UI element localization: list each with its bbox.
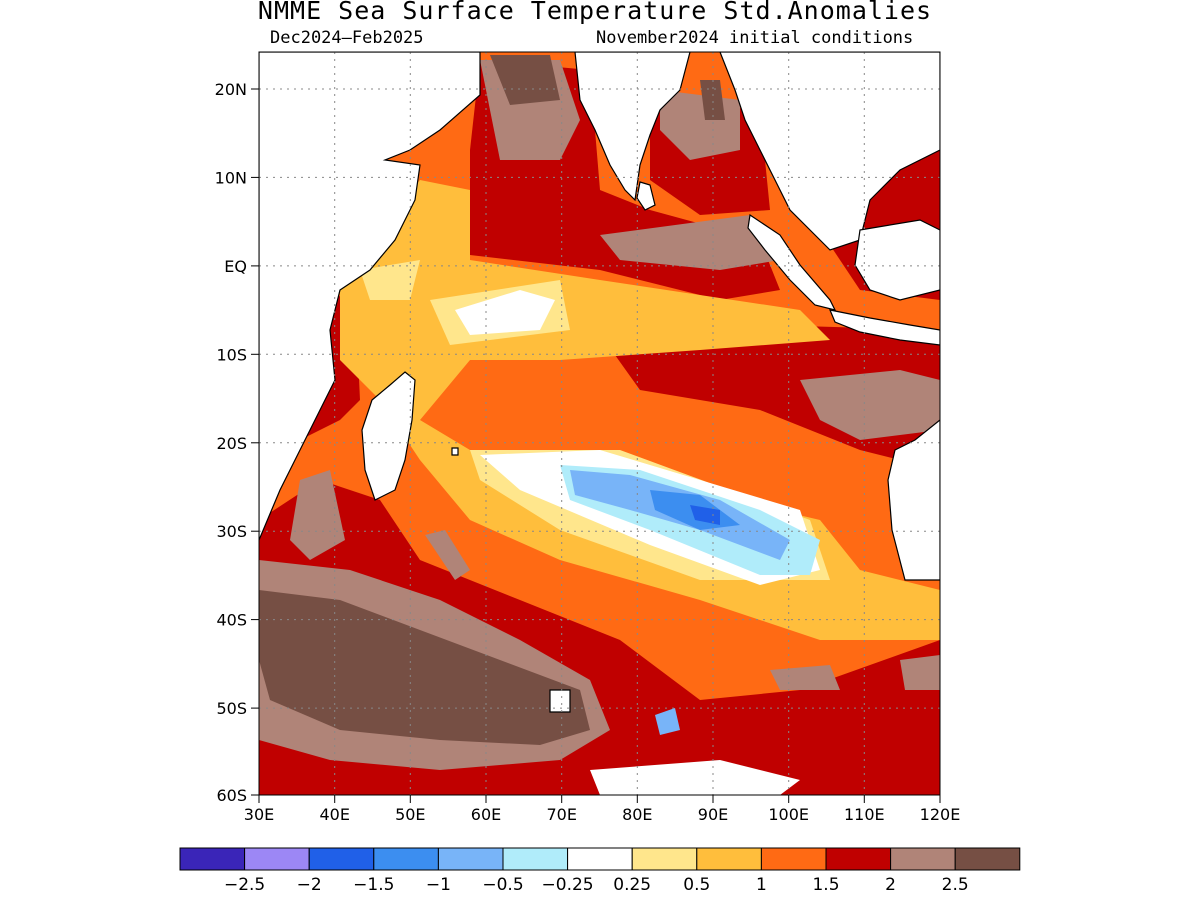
anomaly-region-brown-mozambique (290, 470, 345, 560)
anomaly-region-brown-small (425, 530, 470, 580)
colorbar-label: 0.25 (613, 875, 651, 895)
colorbar-label: 0.5 (683, 875, 710, 895)
lat-label-60s: 60S (216, 786, 247, 805)
colorbar: −2.5 −2 −1.5 −1 −0.5 −0.25 0.25 0.5 1 1.5 2 2.5 (179, 847, 1021, 895)
colorbar-labels: −2.5 −2 −1.5 −1 −0.5 −0.25 0.25 0.5 1 1.5 2 2.5 (224, 875, 969, 895)
colorbar-label: 2.5 (942, 875, 969, 895)
anomaly-region-cool-strongest (690, 505, 720, 525)
forecast-period: Dec2024–Feb2025 (270, 28, 424, 48)
lon-label-50e: 50E (395, 805, 425, 824)
java-island (829, 309, 940, 346)
anomaly-field (259, 52, 940, 795)
lat-label-20n: 20N (215, 80, 247, 99)
colorbar-swatches (179, 847, 1021, 871)
anomaly-region-darkbrown-arabian (490, 55, 560, 105)
initial-conditions: November2024 initial conditions (596, 28, 914, 48)
lat-label-eq: EQ (224, 257, 247, 276)
anomaly-region-brown-eqeast (600, 215, 780, 270)
lon-label-120e: 120E (920, 805, 961, 824)
colorbar-label: −1.5 (353, 875, 394, 895)
anomaly-region-darkbrown-southwest (259, 590, 590, 745)
colorbar-swatch (825, 847, 892, 871)
kerguelen-island (549, 689, 571, 713)
colorbar-label: −2.5 (224, 875, 265, 895)
map-frame (258, 51, 941, 796)
colorbar-label: 1 (756, 875, 767, 895)
colorbar-swatch (567, 847, 633, 871)
anomaly-region-brown-far-east (900, 655, 940, 690)
lat-label-10s: 10S (216, 345, 247, 364)
colorbar-swatch (696, 847, 762, 871)
africa-arabia-landmass (259, 52, 481, 541)
colorbar-swatch (954, 847, 1021, 871)
lon-label-80e: 80E (622, 805, 652, 824)
madagascar-island (361, 371, 416, 501)
mascarene-islands (451, 447, 459, 456)
lon-label-40e: 40E (319, 805, 349, 824)
lat-tick-labels: 20N 10N EQ 10S 20S 30S 40S 50S 60S (215, 80, 247, 805)
colorbar-swatch (244, 847, 310, 871)
chart-title: NMME Sea Surface Temperature Std.Anomali… (257, 0, 933, 25)
colorbar-swatch (631, 847, 698, 871)
colorbar-label: −0.5 (482, 875, 523, 895)
colorbar-label: 1.5 (812, 875, 839, 895)
lon-label-90e: 90E (698, 805, 728, 824)
lat-label-30s: 30S (216, 522, 247, 541)
lon-label-60e: 60E (471, 805, 501, 824)
borneo-java-islands (854, 219, 940, 301)
anomaly-region-yellow-1 (360, 260, 420, 300)
sri-lanka (636, 181, 656, 211)
lat-label-10n: 10N (215, 168, 247, 187)
colorbar-label: −0.25 (542, 875, 594, 895)
anomaly-region-cool-south (655, 708, 680, 735)
anomaly-region-neutral-1 (455, 290, 555, 335)
colorbar-label: 2 (885, 875, 896, 895)
colorbar-swatch (308, 847, 375, 871)
colorbar-label: −2 (297, 875, 322, 895)
graticule (259, 52, 940, 795)
colorbar-swatch (502, 847, 569, 871)
anomaly-region-brown-southeast (770, 665, 840, 690)
lon-label-110e: 110E (844, 805, 885, 824)
lat-label-20s: 20S (216, 434, 247, 453)
anomaly-region-brown-east (800, 370, 940, 440)
sumatra-island (747, 213, 837, 311)
australia-landmass (887, 419, 940, 581)
colorbar-label: −1 (426, 875, 451, 895)
lat-label-50s: 50S (216, 699, 247, 718)
axis-ticks (251, 88, 941, 803)
colorbar-swatch (890, 847, 956, 871)
colorbar-swatch (179, 847, 246, 871)
anomaly-region-darkbrown-bay (700, 80, 725, 120)
lon-label-30e: 30E (244, 805, 274, 824)
land-masses (259, 52, 940, 713)
colorbar-swatch (760, 847, 827, 871)
lat-label-40s: 40S (216, 611, 247, 630)
colorbar-swatch (437, 847, 504, 871)
colorbar-swatch (373, 847, 439, 871)
lon-label-70e: 70E (546, 805, 576, 824)
lon-label-100e: 100E (768, 805, 809, 824)
lon-tick-labels: 30E 40E 50E 60E 70E 80E 90E 100E 110E 12… (244, 805, 961, 824)
anomaly-region-neutral-3 (590, 760, 800, 795)
southeast-asia-landmass (719, 52, 940, 251)
